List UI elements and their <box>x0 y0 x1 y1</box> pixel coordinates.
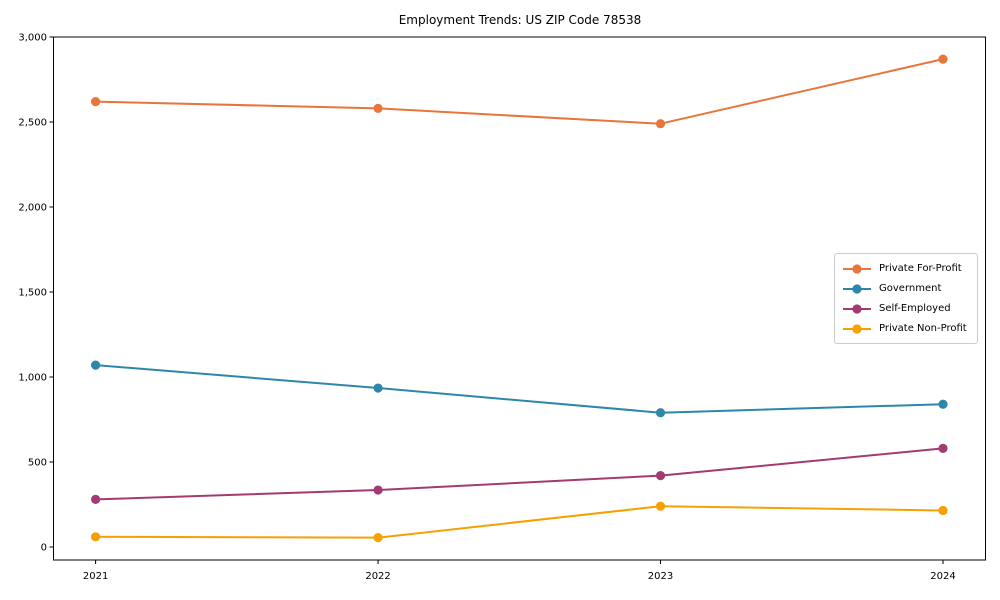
x-tick-label: 2024 <box>930 571 955 582</box>
series-line <box>95 364 944 414</box>
series-government <box>91 360 948 418</box>
x-axis: 2021 2022 2023 2024 <box>83 560 956 582</box>
series-private-for-profit <box>91 54 948 129</box>
series-line <box>95 58 944 125</box>
data-point <box>938 54 948 64</box>
data-point <box>373 383 383 393</box>
legend-item-label: Government <box>879 283 942 294</box>
data-point <box>938 443 948 453</box>
legend-item-label: Private For-Profit <box>879 263 962 274</box>
series-private-non-profit <box>91 501 948 543</box>
legend-item: Self-Employed <box>842 299 970 318</box>
data-point <box>373 485 383 495</box>
data-point <box>655 501 666 511</box>
x-tick-label: 2023 <box>648 571 673 582</box>
data-point <box>938 399 948 409</box>
y-axis: 0 500 1,000 1,500 2,000 2,500 3,000 <box>18 33 54 554</box>
data-point <box>373 103 383 113</box>
x-tick-label: 2021 <box>83 571 108 582</box>
y-tick-label: 2,500 <box>18 118 47 129</box>
x-tick-label: 2022 <box>365 571 390 582</box>
legend-item-label: Self-Employed <box>879 303 951 314</box>
data-point <box>655 408 666 418</box>
data-point <box>938 505 948 516</box>
y-tick-label: 0 <box>41 543 47 554</box>
plot-border <box>53 36 986 561</box>
y-tick-label: 500 <box>28 458 47 469</box>
series-line <box>95 447 944 501</box>
legend-marker-icon <box>843 323 871 334</box>
y-tick-label: 2,000 <box>18 203 47 214</box>
y-tick-label: 1,500 <box>18 288 47 299</box>
legend-marker-icon <box>843 283 871 294</box>
data-point <box>655 119 666 129</box>
legend-item-label: Private Non-Profit <box>879 323 967 334</box>
legend-marker-icon <box>843 263 871 274</box>
series-line <box>95 505 944 539</box>
data-point <box>655 471 666 481</box>
data-point <box>91 97 101 107</box>
legend-marker-icon <box>843 303 871 314</box>
chart-title: Employment Trends: US ZIP Code 78538 <box>398 13 642 27</box>
legend-item: Private Non-Profit <box>842 319 970 338</box>
y-tick-label: 3,000 <box>18 33 47 44</box>
legend-item: Government <box>842 279 970 298</box>
data-point <box>373 533 383 543</box>
legend: Private For-Profit Government Self-Emplo… <box>834 253 978 344</box>
data-point <box>91 360 101 370</box>
y-tick-label: 1,000 <box>18 373 47 384</box>
series-self-employed <box>91 443 948 504</box>
data-point <box>91 532 101 542</box>
data-point <box>91 494 101 504</box>
legend-item: Private For-Profit <box>842 259 970 278</box>
